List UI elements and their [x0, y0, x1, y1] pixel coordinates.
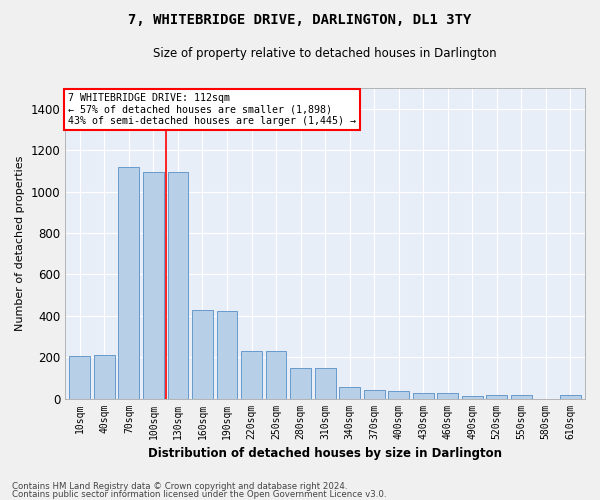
- Y-axis label: Number of detached properties: Number of detached properties: [15, 156, 25, 331]
- Text: Contains public sector information licensed under the Open Government Licence v3: Contains public sector information licen…: [12, 490, 386, 499]
- Bar: [388, 390, 409, 398]
- Bar: [413, 394, 434, 398]
- Bar: [314, 368, 335, 398]
- Bar: [487, 395, 507, 398]
- Bar: [266, 351, 286, 399]
- Text: Contains HM Land Registry data © Crown copyright and database right 2024.: Contains HM Land Registry data © Crown c…: [12, 482, 347, 491]
- Bar: [118, 166, 139, 398]
- Bar: [290, 368, 311, 398]
- Bar: [339, 386, 360, 398]
- Bar: [511, 395, 532, 398]
- Bar: [241, 351, 262, 399]
- Bar: [217, 310, 238, 398]
- Bar: [94, 355, 115, 399]
- Bar: [143, 172, 164, 398]
- Bar: [437, 394, 458, 398]
- Text: 7, WHITEBRIDGE DRIVE, DARLINGTON, DL1 3TY: 7, WHITEBRIDGE DRIVE, DARLINGTON, DL1 3T…: [128, 12, 472, 26]
- Bar: [560, 395, 581, 398]
- X-axis label: Distribution of detached houses by size in Darlington: Distribution of detached houses by size …: [148, 447, 502, 460]
- Bar: [192, 310, 213, 398]
- Title: Size of property relative to detached houses in Darlington: Size of property relative to detached ho…: [153, 48, 497, 60]
- Bar: [462, 396, 482, 398]
- Bar: [364, 390, 385, 398]
- Text: 7 WHITEBRIDGE DRIVE: 112sqm
← 57% of detached houses are smaller (1,898)
43% of : 7 WHITEBRIDGE DRIVE: 112sqm ← 57% of det…: [68, 92, 356, 126]
- Bar: [167, 172, 188, 398]
- Bar: [70, 356, 91, 399]
